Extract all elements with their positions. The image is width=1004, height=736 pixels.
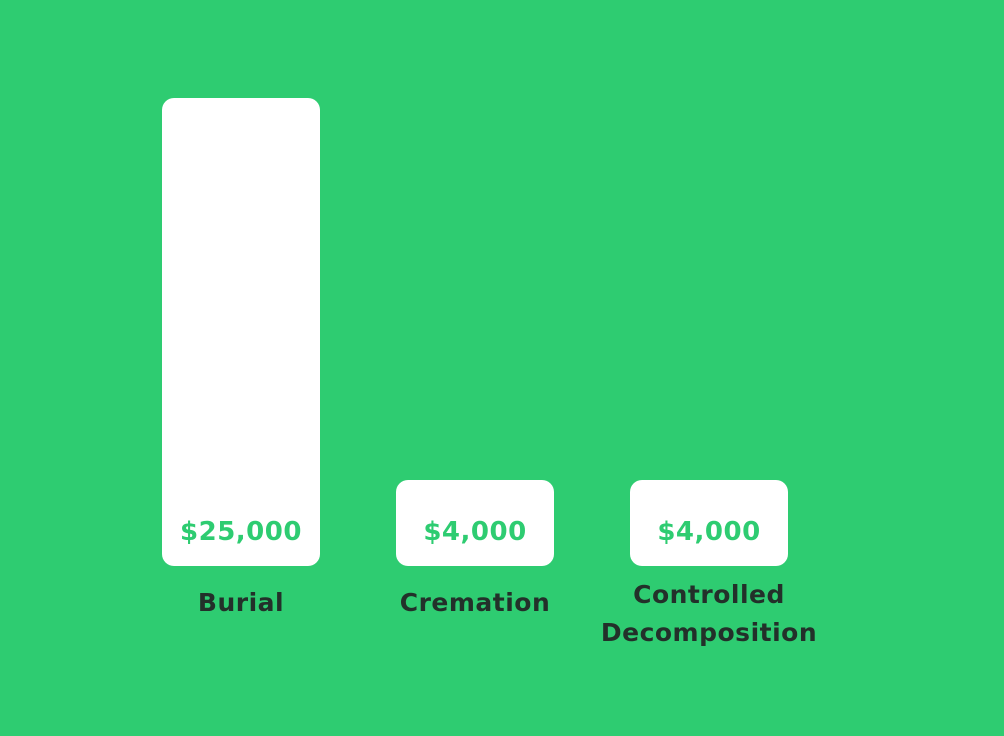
category-label-line: Cremation bbox=[400, 588, 551, 617]
category-label-cremation: Cremation bbox=[400, 588, 551, 617]
value-label-cremation: $4,000 bbox=[423, 517, 526, 547]
value-label-burial: $25,000 bbox=[180, 517, 302, 547]
bar-burial bbox=[162, 98, 320, 566]
category-label-burial: Burial bbox=[198, 588, 284, 617]
value-label-controlled-decomposition: $4,000 bbox=[657, 517, 760, 547]
category-label-line: Decomposition bbox=[601, 618, 817, 647]
category-label-line: Controlled bbox=[633, 580, 785, 609]
category-label-line: Burial bbox=[198, 588, 284, 617]
bars-layer bbox=[162, 98, 788, 566]
bar-cremation bbox=[396, 480, 554, 566]
category-label-controlled-decomposition: Controlled Decomposition bbox=[601, 580, 817, 647]
labels-layer: $25,000 Burial $4,000 Cremation $4,000 Contro… bbox=[180, 517, 817, 647]
bar-controlled-decomposition bbox=[630, 480, 788, 566]
